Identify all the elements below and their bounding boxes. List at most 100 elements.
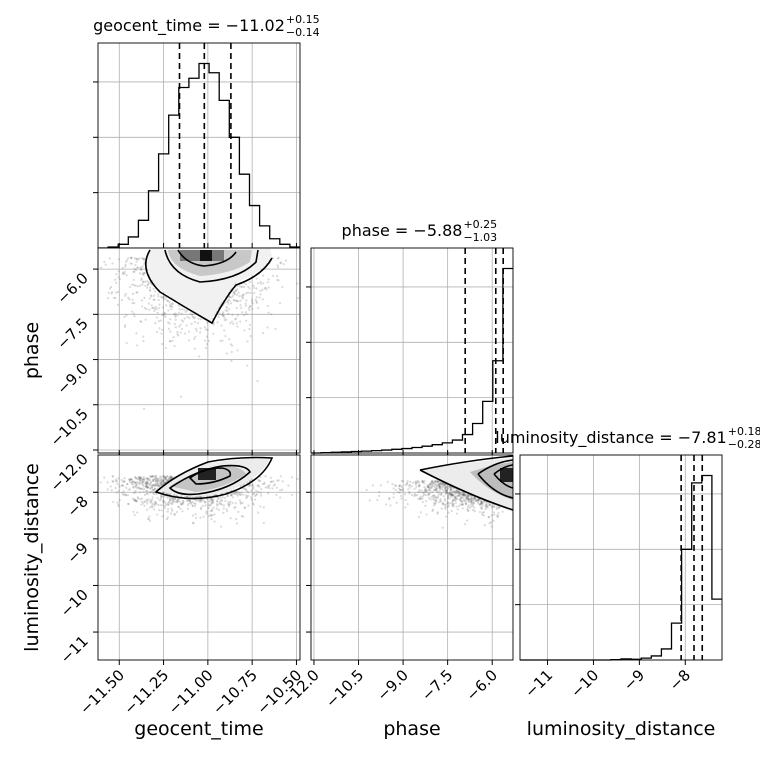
scatter-point <box>148 519 152 522</box>
scatter-point <box>257 478 260 482</box>
scatter-point <box>171 302 174 306</box>
scatter-point <box>477 498 480 501</box>
scatter-point <box>226 309 229 312</box>
scatter-point <box>427 489 430 492</box>
scatter-point <box>163 495 166 498</box>
scatter-point <box>193 321 197 324</box>
scatter-point <box>139 268 142 271</box>
scatter-point <box>451 500 454 504</box>
scatter-point <box>271 487 274 490</box>
scatter-point <box>161 314 164 317</box>
scatter-point <box>267 484 270 488</box>
scatter-point <box>182 500 185 503</box>
scatter-point <box>128 488 132 491</box>
scatter-point <box>132 491 135 494</box>
scatter-point <box>146 508 149 511</box>
scatter-point <box>259 280 262 283</box>
scatter-point <box>126 259 129 262</box>
scatter-point <box>154 500 157 503</box>
scatter-point <box>143 487 146 491</box>
scatter-point <box>133 498 136 501</box>
scatter-point <box>117 503 120 506</box>
scatter-point <box>436 484 439 488</box>
scatter-point <box>198 331 202 334</box>
scatter-point <box>243 506 246 509</box>
scatter-point <box>134 477 137 480</box>
scatter-point <box>260 487 263 491</box>
scatter-point <box>124 494 128 497</box>
scatter-point <box>490 506 493 509</box>
scatter-point <box>434 482 437 485</box>
scatter-point <box>170 512 173 515</box>
scatter-point <box>140 476 143 479</box>
scatter-point <box>143 500 146 503</box>
scatter-point <box>240 515 243 518</box>
scatter-point <box>479 506 482 509</box>
contour-inner <box>493 464 513 489</box>
scatter-point <box>414 483 417 486</box>
scatter-point <box>55 273 57 275</box>
scatter-point <box>204 501 207 504</box>
scatter-point <box>466 505 469 508</box>
scatter-point <box>143 296 146 299</box>
scatter-point <box>451 504 454 507</box>
scatter-point <box>442 495 445 498</box>
scatter-point <box>254 494 257 497</box>
scatter-point <box>259 491 262 495</box>
scatter-point <box>470 497 473 500</box>
scatter-point <box>134 484 137 488</box>
scatter-point <box>421 480 424 484</box>
scatter-point <box>270 313 273 316</box>
scatter-point <box>423 479 426 483</box>
scatter-point <box>146 482 149 485</box>
scatter-point <box>146 482 149 485</box>
scatter-point <box>290 493 293 497</box>
scatter-point <box>464 494 468 498</box>
scatter-point <box>489 503 492 506</box>
scatter-point <box>436 512 439 515</box>
scatter-point <box>461 493 465 497</box>
scatter-point <box>434 502 437 506</box>
scatter-point <box>454 496 457 499</box>
x-tick-label-geocent_time: −11.00 <box>165 666 217 718</box>
scatter-point <box>256 306 260 309</box>
scatter-point <box>167 502 170 505</box>
scatter-point <box>141 273 144 276</box>
scatter-point <box>174 315 177 318</box>
scatter-point <box>138 487 141 490</box>
scatter-point <box>470 498 473 502</box>
scatter-point <box>138 476 141 479</box>
title-luminosity_distance: luminosity_distance = −7.81 <box>495 428 726 448</box>
scatter-point <box>127 502 131 506</box>
scatter-point <box>117 505 120 508</box>
scatter-point <box>459 492 462 495</box>
scatter-point <box>116 290 120 294</box>
title-minus-geocent_time: −0.14 <box>286 26 320 39</box>
scatter-point <box>130 478 134 481</box>
scatter-point <box>421 491 424 494</box>
scatter-point <box>241 501 244 505</box>
scatter-point <box>236 349 239 352</box>
scatter-point <box>430 481 433 484</box>
scatter-point <box>91 488 93 490</box>
scatter-point <box>428 497 431 500</box>
scatter-point <box>386 480 389 483</box>
scatter-point <box>468 506 472 509</box>
scatter-point <box>162 298 166 301</box>
scatter-point <box>143 271 146 275</box>
scatter-point <box>158 509 161 512</box>
scatter-point <box>480 501 483 504</box>
scatter-point <box>261 482 264 486</box>
scatter-point <box>192 522 195 525</box>
scatter-point <box>145 481 148 484</box>
scatter-point <box>162 504 165 507</box>
scatter-point <box>438 483 442 486</box>
scatter-point <box>194 335 197 338</box>
scatter-point <box>470 496 473 499</box>
scatter-point <box>455 512 459 515</box>
scatter-point <box>279 262 282 265</box>
scatter-point <box>454 501 458 504</box>
scatter-point <box>158 327 161 330</box>
x-tick-label-phase: −9.0 <box>373 666 411 704</box>
scatter-point <box>446 497 450 500</box>
